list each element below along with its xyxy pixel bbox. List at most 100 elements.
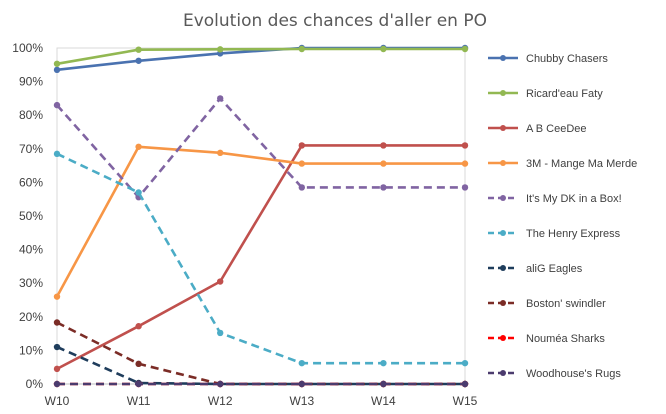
legend-marker xyxy=(500,55,506,61)
x-tick-label: W10 xyxy=(45,394,70,408)
legend-item: Ricard'eau Faty xyxy=(488,88,603,100)
legend-marker xyxy=(500,230,506,236)
y-tick-label: 0% xyxy=(26,377,44,391)
legend-label: Nouméa Sharks xyxy=(526,333,605,345)
legend-label: aliG Eagles xyxy=(526,263,583,275)
chart-title: Evolution des chances d'aller en PO xyxy=(183,11,487,31)
data-point xyxy=(461,359,469,367)
y-tick-label: 80% xyxy=(19,108,43,122)
series-group xyxy=(53,380,469,388)
series-line xyxy=(55,145,465,298)
legend-label: Ricard'eau Faty xyxy=(526,88,603,100)
data-point xyxy=(53,319,61,326)
y-tick-label: 70% xyxy=(19,142,43,156)
x-tick-label: W12 xyxy=(208,394,233,408)
data-point xyxy=(461,45,469,53)
legend-label: Boston' swindler xyxy=(526,298,606,310)
legend-item: Boston' swindler xyxy=(488,298,606,310)
data-point xyxy=(380,142,387,149)
series-group xyxy=(53,45,469,67)
legend-item: Chubby Chasers xyxy=(488,53,608,65)
chart-axes: 0% 10% 20% 30% 40% 50% 60% 70% 80% 90% 100% W10 W11 W… xyxy=(12,41,477,408)
data-point xyxy=(135,360,142,368)
data-point xyxy=(135,143,142,150)
data-point xyxy=(217,46,224,53)
plot-area-border xyxy=(56,47,466,385)
data-point xyxy=(217,380,224,388)
y-tick-label: 100% xyxy=(12,41,43,55)
series-group xyxy=(53,143,469,300)
legend-marker xyxy=(500,300,506,306)
legend-marker xyxy=(500,195,506,201)
data-point xyxy=(53,101,61,109)
legend-item: Nouméa Sharks xyxy=(488,333,605,345)
legend-item: aliG Eagles xyxy=(488,263,583,275)
data-point xyxy=(461,160,469,167)
series-group xyxy=(53,319,469,388)
legend-label: The Henry Express xyxy=(526,228,621,240)
legend-label: Chubby Chasers xyxy=(526,53,608,65)
legend-marker xyxy=(500,335,506,341)
data-point xyxy=(298,380,305,388)
data-point xyxy=(217,95,224,102)
x-tick-label: W15 xyxy=(453,394,478,408)
series-line xyxy=(56,46,465,72)
data-point xyxy=(461,380,469,388)
data-point xyxy=(298,142,305,149)
legend-label: 3M - Mange Ma Merde xyxy=(526,158,637,170)
series-line xyxy=(56,47,465,66)
legend-marker xyxy=(500,370,506,376)
y-tick-label: 90% xyxy=(19,75,43,89)
legend-marker xyxy=(500,125,506,131)
legend-item: It's My DK in a Box! xyxy=(488,193,622,205)
data-point xyxy=(53,150,61,158)
series-group xyxy=(53,142,469,373)
x-tick-label: W14 xyxy=(371,394,396,408)
y-tick-label: 50% xyxy=(19,209,43,223)
data-point xyxy=(380,45,387,53)
series-group xyxy=(53,343,469,388)
y-tick-label: 40% xyxy=(19,243,43,257)
data-point xyxy=(135,323,142,330)
data-point xyxy=(53,60,61,67)
legend-marker xyxy=(500,160,506,166)
series-layer xyxy=(53,44,469,388)
data-point xyxy=(217,329,224,337)
data-point xyxy=(135,189,142,196)
y-tick-label: 20% xyxy=(19,310,43,324)
data-point xyxy=(53,365,61,373)
data-point xyxy=(461,142,469,149)
series-group xyxy=(53,150,469,367)
legend-label: Woodhouse's Rugs xyxy=(526,368,621,380)
data-point xyxy=(135,46,142,53)
data-point xyxy=(135,380,142,388)
data-point xyxy=(217,149,224,157)
y-tick-label: 60% xyxy=(19,175,43,189)
chart-legend: Chubby Chasers Ricard'eau Faty A B CeeDee 3… xyxy=(488,53,637,380)
data-point xyxy=(298,160,305,167)
data-point xyxy=(380,184,387,191)
data-point xyxy=(461,184,469,191)
series-line xyxy=(56,345,465,386)
legend-item: A B CeeDee xyxy=(488,123,587,135)
data-point xyxy=(217,278,224,285)
data-point xyxy=(380,380,387,388)
legend-item: Woodhouse's Rugs xyxy=(488,368,621,380)
series-line xyxy=(56,152,465,365)
data-point xyxy=(380,160,387,167)
legend-label: A B CeeDee xyxy=(526,123,587,135)
data-point xyxy=(53,380,61,388)
x-tick-label: W13 xyxy=(289,394,314,408)
data-point xyxy=(53,66,61,74)
series-line xyxy=(56,144,465,371)
data-point xyxy=(135,57,142,64)
y-tick-label: 30% xyxy=(19,276,43,290)
x-tick-label: W11 xyxy=(127,394,151,408)
data-point xyxy=(298,45,305,53)
data-point xyxy=(380,359,387,367)
legend-item: The Henry Express xyxy=(488,228,621,240)
series-group xyxy=(53,95,469,201)
legend-label: It's My DK in a Box! xyxy=(526,193,622,205)
